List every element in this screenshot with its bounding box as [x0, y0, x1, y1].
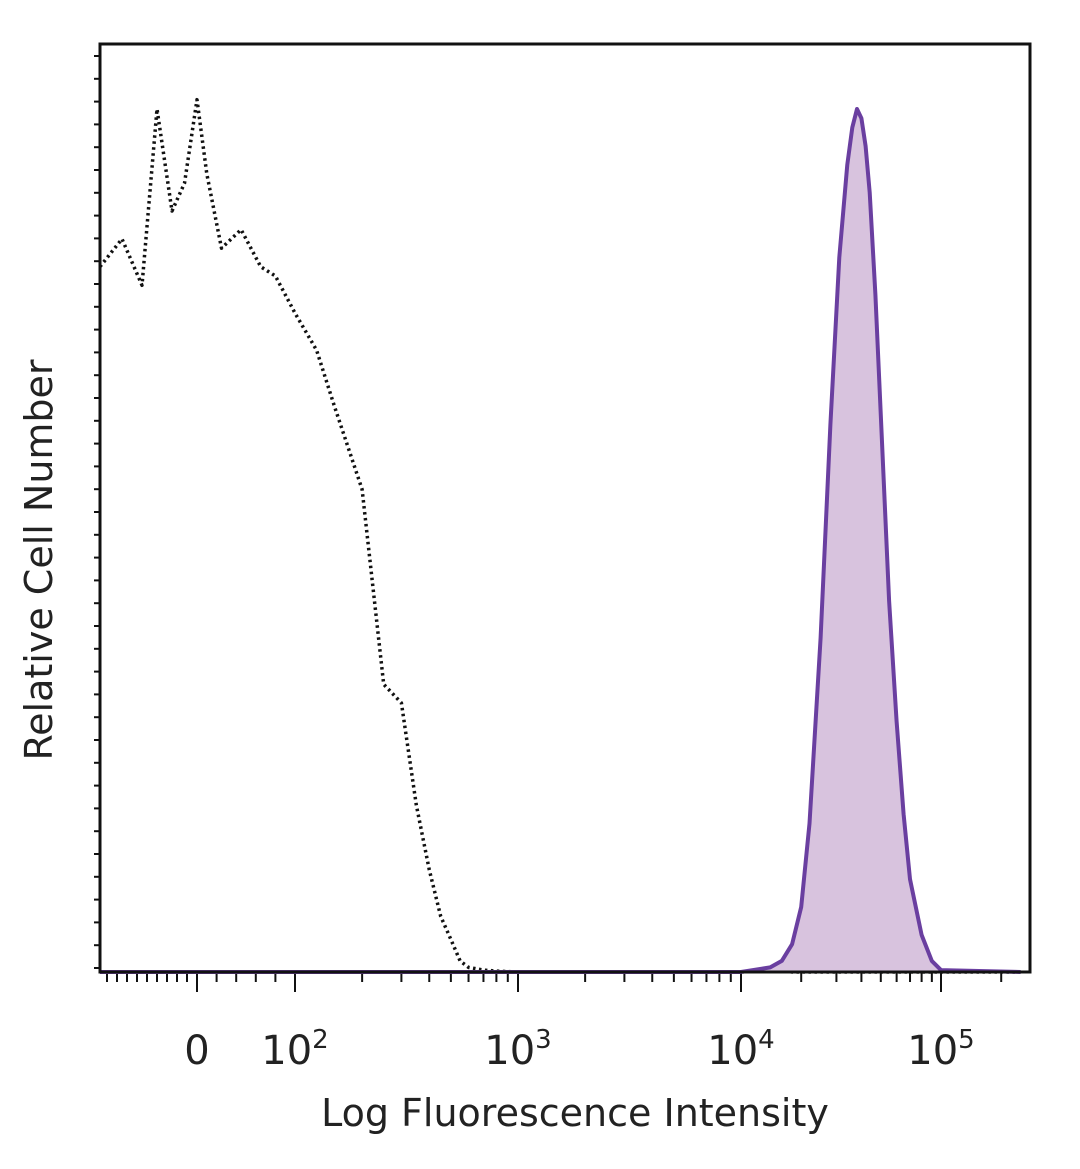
- x-minor-ticks: [106, 972, 1003, 992]
- series-1-outline: [100, 107, 1021, 974]
- x-axis-title: Log Fluorescence Intensity: [321, 1091, 829, 1135]
- x-tick-label: 0: [184, 1028, 209, 1074]
- x-tick-label: 104: [707, 1025, 774, 1074]
- series-1-fill: [100, 109, 1021, 972]
- series-layer: [98, 97, 1021, 974]
- x-tick-label: 103: [484, 1025, 551, 1074]
- x-tick-labels: 0 102 103 104 105: [184, 1025, 974, 1074]
- plot-frame: [98, 42, 1032, 974]
- x-tick-label: 102: [261, 1025, 328, 1074]
- x-tick-label: 105: [907, 1025, 974, 1074]
- y-axis-title: Relative Cell Number: [17, 359, 61, 760]
